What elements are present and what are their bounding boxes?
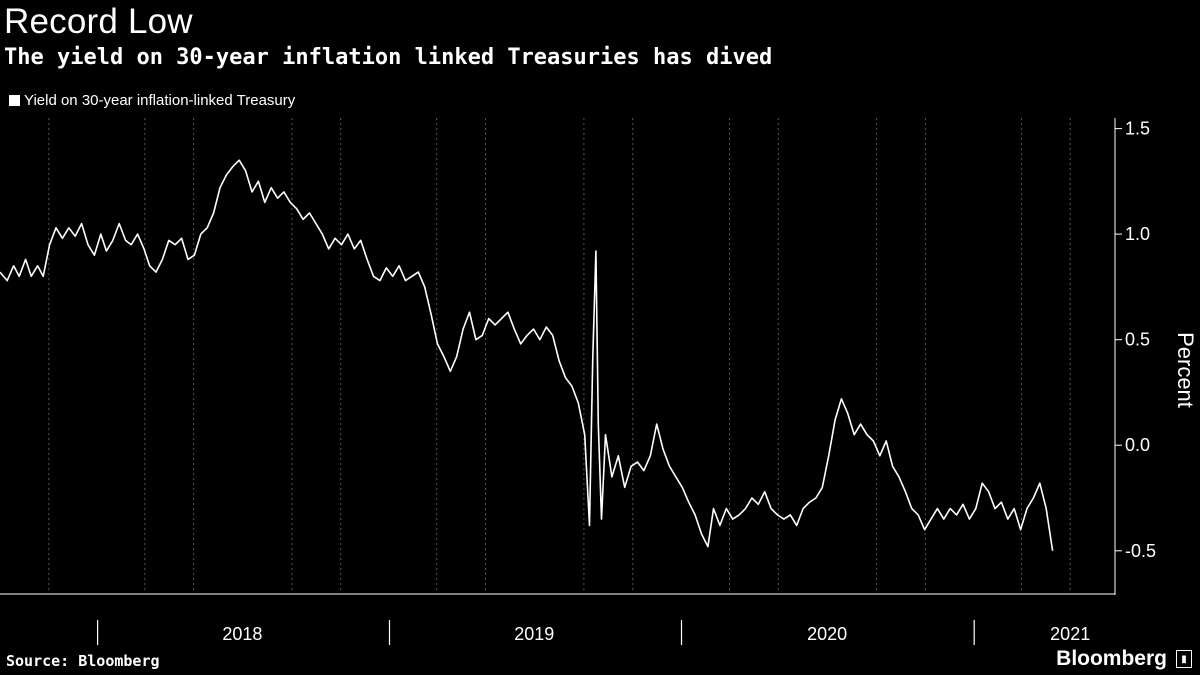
source-note: Source: Bloomberg	[6, 652, 160, 670]
legend: Yield on 30-year inflation-linked Treasu…	[9, 92, 295, 109]
y-tick-label-1: 1.0	[1125, 224, 1150, 244]
year-label-2019: 2019	[514, 624, 554, 644]
chart-subtitle: The yield on 30-year inflation linked Tr…	[4, 45, 773, 70]
y-tick-label-4: -0.5	[1125, 541, 1156, 561]
year-label-2021: 2021	[1050, 624, 1090, 644]
bloomberg-badge-icon: ▮	[1176, 650, 1192, 668]
y-tick-label-0: 1.5	[1125, 119, 1150, 139]
legend-label: Yield on 30-year inflation-linked Treasu…	[24, 92, 296, 109]
y-axis-label: Percent	[1173, 332, 1198, 408]
y-tick-label-2: 0.5	[1125, 330, 1150, 350]
series-line-0	[0, 159, 1054, 551]
chart-title: Record Low	[4, 2, 193, 41]
bloomberg-logo: Bloomberg	[1056, 647, 1167, 670]
axis-layer: 1.5 1.0 0.5 0.0 -0.5 2018 2019 2020 2021	[0, 118, 1156, 645]
year-label-2020: 2020	[807, 624, 847, 644]
series-layer	[0, 159, 1054, 551]
y-tick-label-3: 0.0	[1125, 435, 1150, 455]
legend-swatch	[9, 95, 20, 106]
year-label-2018: 2018	[222, 624, 262, 644]
grid-layer	[48, 118, 1071, 593]
